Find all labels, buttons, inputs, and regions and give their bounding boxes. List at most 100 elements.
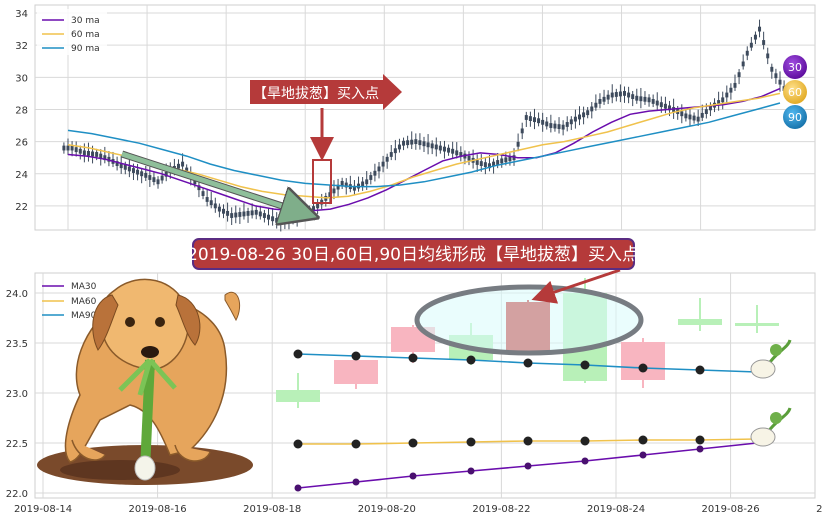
bottom-x-tick-label: 2019-08-24 <box>587 504 645 515</box>
top-candle-body <box>635 95 639 101</box>
top-candle-body <box>467 155 471 161</box>
top-y-tick-label: 32 <box>15 41 28 52</box>
top-candle-body <box>778 79 782 85</box>
top-candle-body <box>479 161 483 166</box>
top-candle-body <box>483 162 487 168</box>
top-candle-body <box>287 217 291 223</box>
top-candle-body <box>516 141 520 147</box>
downtrend-arrow <box>121 151 310 215</box>
top-candle-body <box>565 122 569 127</box>
top-candle-body <box>586 110 590 116</box>
top-y-tick-label: 26 <box>15 138 28 149</box>
top-candle-body <box>639 96 643 102</box>
top-candle-body <box>369 175 373 180</box>
bottom-point-MA60 <box>695 435 705 445</box>
top-candle-body <box>246 210 250 216</box>
top-candle-body <box>152 177 156 183</box>
bottom-ma-lines <box>293 349 758 492</box>
dog-ear-left <box>92 294 119 351</box>
bottom-point-MA90 <box>695 365 705 375</box>
top-candle-body <box>557 124 561 130</box>
top-candle-body <box>569 119 573 125</box>
top-candle-body <box>258 211 262 217</box>
top-candle-body <box>758 26 762 32</box>
top-candle-body <box>447 147 451 153</box>
top-candle-body <box>770 66 774 72</box>
top-candle-body <box>271 216 275 222</box>
top-candle-body <box>107 156 111 162</box>
top-candle-body <box>582 112 586 118</box>
dog-ear-right <box>175 294 201 346</box>
top-candle-body <box>385 156 389 162</box>
top-candle-body <box>82 150 86 156</box>
top-candle-body <box>393 148 397 154</box>
bottom-point-MA60 <box>293 439 303 449</box>
dirt-shadow <box>60 460 180 480</box>
bottom-candle-body <box>678 319 722 325</box>
top-candle-body <box>275 217 279 223</box>
highlight-ellipse <box>414 284 644 356</box>
bottom-point-MA90 <box>408 353 418 363</box>
dog-eye-right <box>155 317 165 327</box>
scallion-upper-leaf-blob <box>770 344 782 356</box>
top-candle-body <box>737 72 741 78</box>
bottom-point-MA30 <box>467 467 475 475</box>
top-candle-body <box>753 34 757 40</box>
dog-eye-left <box>125 317 135 327</box>
top-candle-body <box>774 73 778 79</box>
bottom-point-MA30 <box>294 484 302 492</box>
top-candle-body <box>508 156 512 162</box>
top-candle-body <box>336 184 340 190</box>
top-candle-body <box>201 191 205 196</box>
callout-label: 【旱地拔葱】买入点 <box>253 86 379 102</box>
top-y-tick-label: 22 <box>15 202 28 213</box>
top-candle-body <box>123 164 127 170</box>
bottom-point-MA90 <box>466 355 476 365</box>
callout-highlight-box <box>312 159 332 204</box>
top-candle-body <box>414 139 418 145</box>
bottom-point-MA60 <box>408 438 418 448</box>
top-y-tick-label: 28 <box>15 105 28 116</box>
top-candle-body <box>283 218 287 224</box>
top-candle-body <box>745 50 749 56</box>
scallion-stalk <box>140 359 155 471</box>
top-candle-body <box>406 140 410 146</box>
top-candle-body <box>528 116 532 121</box>
top-candle-body <box>209 200 213 206</box>
top-candle-body <box>115 161 119 166</box>
bottom-point-MA90 <box>523 358 533 368</box>
top-candle-body <box>291 216 295 222</box>
bottom-candle-body <box>621 342 665 380</box>
top-candle-body <box>520 128 524 134</box>
scallion-upper-bulb <box>750 359 776 379</box>
top-candle-body <box>692 115 696 121</box>
scallion-bulb <box>134 455 156 481</box>
bottom-x-tick-label: 2019-08-16 <box>129 504 187 515</box>
top-candle-body <box>426 142 430 148</box>
top-candle-body <box>577 114 581 120</box>
top-candle-body <box>459 152 463 157</box>
bottom-candle-body <box>276 390 320 402</box>
top-candle-body <box>455 150 459 156</box>
top-candle-body <box>242 211 246 217</box>
bottom-legend-label-ma30: MA30 <box>71 282 97 292</box>
top-candle-body <box>623 90 627 96</box>
bottom-point-MA60 <box>466 437 476 447</box>
dog-illustration <box>37 278 253 485</box>
bottom-x-tick-label: 2019-08-20 <box>358 504 416 515</box>
top-candle-body <box>328 192 332 198</box>
bottom-point-MA30 <box>581 457 589 465</box>
top-candle-body <box>66 145 70 151</box>
top-candle-body <box>524 115 528 120</box>
top-candle-body <box>344 182 348 188</box>
top-candle-body <box>438 145 442 151</box>
bottom-point-MA60 <box>523 436 533 446</box>
top-candle-body <box>545 121 549 127</box>
top-candle-body <box>95 152 99 157</box>
scallion-icon-lower <box>750 407 792 447</box>
top-candle-body <box>74 147 78 153</box>
top-candle-body <box>156 179 160 185</box>
banner-box <box>192 238 635 270</box>
top-candle-body <box>717 100 721 105</box>
